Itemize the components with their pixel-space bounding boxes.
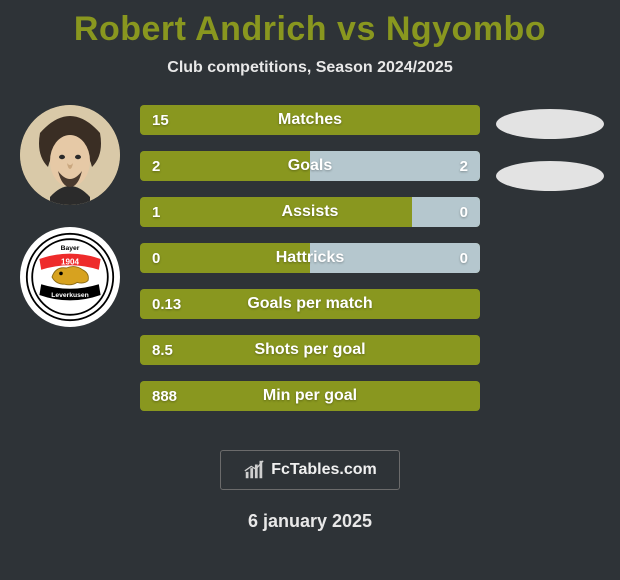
stat-row: 8.5Shots per goal (140, 335, 480, 365)
snapshot-date: 6 january 2025 (0, 511, 620, 532)
stat-row: 10Assists (140, 197, 480, 227)
player1-avatar (20, 105, 120, 205)
svg-text:Bayer: Bayer (61, 245, 80, 252)
site-name: FcTables.com (271, 461, 377, 479)
stat-label: Goals per match (140, 289, 480, 319)
stat-row: 0.13Goals per match (140, 289, 480, 319)
comparison-title: Robert Andrich vs Ngyombo (0, 0, 620, 49)
player1-club-logo: 1904 Leverkusen Bayer (20, 227, 120, 327)
stat-label: Shots per goal (140, 335, 480, 365)
comparison-content: 1904 Leverkusen Bayer 15Matches 22Goals 10… (0, 105, 620, 411)
site-attribution: FcTables.com (220, 450, 400, 490)
player2-name: Ngyombo (386, 10, 546, 48)
stat-label: Matches (140, 105, 480, 135)
stat-row: 22Goals (140, 151, 480, 181)
vs-label: vs (337, 10, 376, 48)
chart-icon (243, 459, 265, 481)
stat-row: 15Matches (140, 105, 480, 135)
player2-club-placeholder (496, 161, 604, 191)
season-subtitle: Club competitions, Season 2024/2025 (0, 59, 620, 77)
stat-row: 888Min per goal (140, 381, 480, 411)
right-avatar-column (490, 105, 610, 213)
stat-label: Goals (140, 151, 480, 181)
stat-bars-container: 15Matches 22Goals 10Assists 00Hattricks 0.13… (140, 105, 480, 411)
stat-label: Min per goal (140, 381, 480, 411)
svg-text:1904: 1904 (61, 257, 79, 266)
player2-avatar-placeholder (496, 109, 604, 139)
left-avatar-column: 1904 Leverkusen Bayer (10, 105, 130, 327)
player1-name: Robert Andrich (74, 10, 327, 48)
stat-label: Hattricks (140, 243, 480, 273)
svg-text:Leverkusen: Leverkusen (51, 292, 89, 299)
stat-label: Assists (140, 197, 480, 227)
stat-row: 00Hattricks (140, 243, 480, 273)
